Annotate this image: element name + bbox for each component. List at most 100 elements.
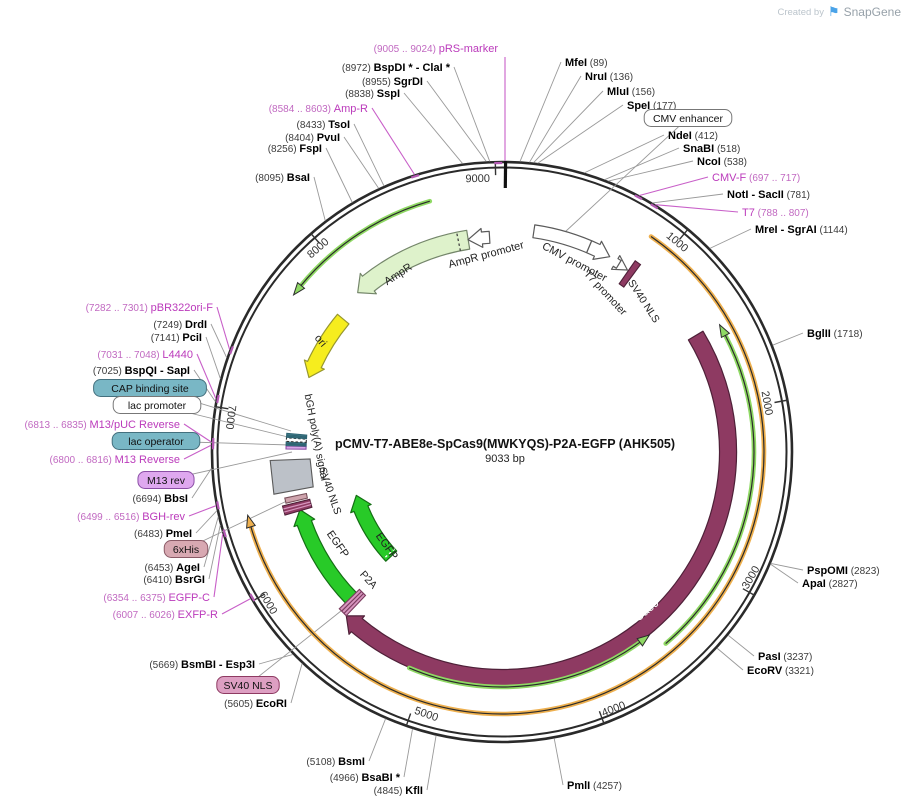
callout-line-BsaBI-	[403, 728, 413, 778]
callout-line-NdeI	[584, 134, 665, 174]
callout-line-EcoRI	[290, 663, 303, 704]
callout-line-CMV-enhancer	[564, 117, 689, 233]
callout-line-PmeI	[195, 510, 218, 534]
tick-label-9000: 9000	[465, 173, 490, 185]
primer-site-tick-6508	[216, 501, 220, 510]
created-by-text: Created by	[777, 6, 824, 18]
site-label-DrdI: (7249) DrdI	[153, 319, 207, 331]
callout-line-SgrDI	[426, 80, 487, 162]
site-label-BsrGI: (6410) BsrGI	[143, 574, 205, 586]
site-label-EcoRI: (5605) EcoRI	[224, 698, 287, 710]
tick-mark-4000	[598, 711, 605, 725]
callout-line-NotI-SacII	[652, 193, 724, 204]
boxed-label-text-SV40-NLS: SV40 NLS	[223, 680, 272, 692]
plasmid-size: 9033 bp	[485, 453, 525, 465]
callout-line-NruI	[529, 75, 582, 163]
boxed-label-text-6xHis: 6xHis	[173, 544, 199, 556]
site-label-EcoRV: EcoRV (3321)	[747, 665, 814, 677]
callout-line-BglII	[772, 332, 804, 346]
callout-line-BbsI	[191, 468, 212, 499]
feature-stripe-lac-operator-block	[286, 442, 307, 445]
primer-site-tick-798	[650, 203, 659, 210]
primer-label-EGFP-C: (6354 .. 6375) EGFP-C	[103, 592, 210, 604]
site-label-BsmI: (5108) BsmI	[306, 756, 365, 768]
site-label-PciI: (7141) PciI	[151, 332, 202, 344]
callout-line-PmlI	[553, 738, 564, 786]
orf-core-orf-green-a	[665, 334, 755, 645]
callout-line-PvuI	[343, 136, 380, 189]
flag-icon: ⚑	[827, 4, 840, 19]
site-label-KflI: (4845) KflI	[374, 785, 423, 797]
callout-line-TsoI	[353, 123, 385, 187]
feature-lac-promoter-block	[285, 437, 307, 443]
plasmid-title: pCMV-T7-ABE8e-SpCas9(MWKYQS)-P2A-EGFP (A…	[334, 437, 676, 451]
callout-line-SspI	[403, 92, 464, 164]
callout-line-EGFP-C	[213, 533, 224, 598]
callout-line-BGH-rev	[188, 505, 217, 517]
primer-site-tick-707	[634, 194, 643, 201]
feature-divider-CMV-promoter-band	[586, 240, 593, 253]
orf-core-orf-ampr	[299, 200, 430, 287]
orf-core-orf-green-b	[408, 641, 642, 688]
tick-mark-1000	[678, 228, 690, 240]
feature-stripe-SV40-NLS-2-block	[283, 504, 312, 513]
callout-line-M13-Reverse	[183, 444, 212, 460]
callout-line-MreI-SgrAI	[709, 228, 752, 249]
snapgene-badge: Created by ⚑ SnapGene	[777, 4, 901, 20]
primer-label-BGH-rev: (6499 .. 6516) BGH-rev	[77, 511, 185, 523]
site-label-BbsI: (6694) BbsI	[132, 493, 188, 505]
site-label-PasI: PasI (3237)	[758, 651, 812, 663]
primer-label-EXFP-R: (6007 .. 6026) EXFP-R	[113, 609, 218, 621]
callout-line-T7	[655, 204, 739, 213]
tick-mark-5000	[405, 713, 412, 727]
site-label-ApaI: ApaI (2827)	[802, 578, 858, 590]
callout-line-EcoRV	[716, 647, 744, 671]
site-label-BspQI-SapI: (7025) BspQI - SapI	[93, 365, 190, 377]
boxed-label-lac-operator	[111, 432, 201, 450]
primer-site-tick-7292	[229, 346, 234, 355]
site-label-SgrDI: (8955) SgrDI	[362, 76, 423, 88]
boxed-label-6xHis	[163, 540, 209, 558]
site-label-SnaBI: SnaBI (518)	[683, 143, 740, 155]
primer-label-T7: T7 (788 .. 807)	[742, 207, 809, 219]
feature-stripe-P2A-block	[341, 591, 362, 612]
brand-text: SnapGene	[843, 5, 901, 19]
primer-label-M13-pUC-Reverse: (6813 .. 6835) M13/pUC Reverse	[24, 419, 180, 431]
callout-line-PspOMI	[770, 562, 804, 571]
callout-line-PciI	[205, 336, 221, 379]
tick-mark-3000	[742, 588, 756, 597]
feature-AmpR-arc	[357, 229, 471, 295]
primer-label-L4440: (7031 .. 7048) L4440	[97, 349, 193, 361]
plasmid-center-block: pCMV-T7-ABE8e-SpCas9(MWKYQS)-P2A-EGFP (A…	[335, 437, 675, 465]
feature-AmpR-promoter-arrow	[467, 227, 491, 248]
primer-site-tick-6365	[222, 529, 227, 538]
feature-6xHis-block	[284, 492, 309, 504]
orf-head-orf-green-a	[718, 323, 731, 339]
feature-Cas9-arc	[345, 330, 738, 688]
site-label-NdeI: NdeI (412)	[668, 130, 718, 142]
callout-line-SpeI	[537, 104, 624, 164]
feature-CMV-promoter-band	[532, 224, 611, 260]
feature-bGH-polyA-block	[269, 458, 314, 495]
site-label-AgeI: (6453) AgeI	[144, 562, 200, 574]
callout-line-M13-pUC-Reverse	[183, 423, 212, 443]
boxed-label-text-M13-rev: M13 rev	[147, 475, 186, 487]
boxed-label-text-lac-operator: lac operator	[128, 436, 184, 448]
feature-T7-promoter-arrow	[610, 255, 628, 271]
feature-stripe-CAP-block	[286, 434, 307, 437]
boxed-label-text-CMV-enhancer: CMV enhancer	[653, 113, 724, 125]
callout-line-MfeI	[519, 61, 562, 162]
callout-line-EXFP-R	[221, 598, 251, 615]
plasmid-ring-inner	[216, 166, 788, 738]
primer-label-Amp-R: (8584 .. 8603) Amp-R	[269, 103, 368, 115]
orf-head-orf-main	[246, 513, 257, 529]
site-label-BsaI: (8095) BsaI	[255, 172, 310, 184]
callout-line-NcoI	[608, 160, 694, 182]
boxed-label-SV40-NLS	[216, 676, 280, 694]
feature-P2A-block	[338, 588, 367, 617]
site-label-BsmBI-Esp3I: (5669) BsmBI - Esp3I	[149, 659, 255, 671]
site-label-SspI: (8838) SspI	[345, 88, 400, 100]
feature-stripe-CAP-block	[286, 435, 307, 439]
